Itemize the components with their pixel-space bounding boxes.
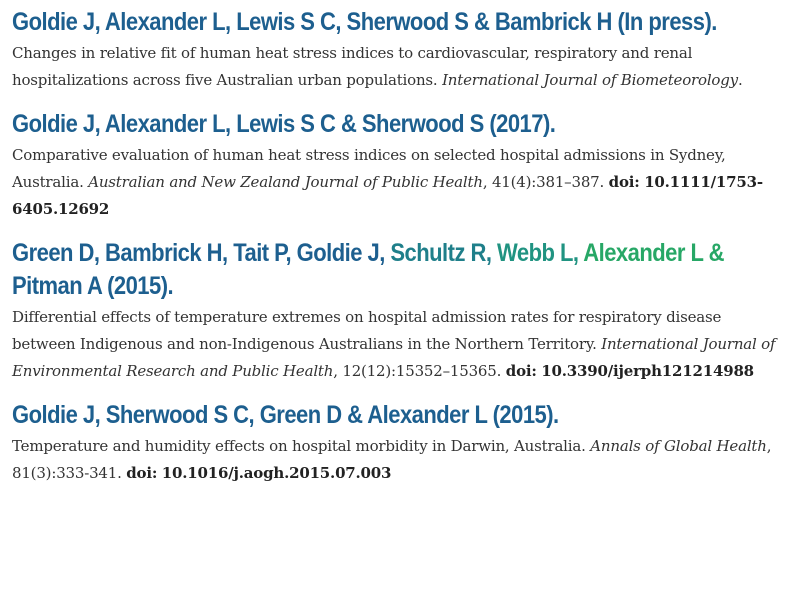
publication-journal: International Journal of Environmental R…	[12, 335, 776, 380]
publication-list: Goldie J, Alexander L, Lewis S C, Sherwo…	[12, 6, 782, 501]
title-segment: Schultz R,	[390, 239, 498, 267]
doi-label: doi:	[126, 464, 158, 482]
publication-entry: Green D, Bambrick H, Tait P, Goldie J, S…	[12, 237, 782, 385]
publication-details: .	[737, 71, 743, 89]
doi-link[interactable]: 10.1111/1753-6405.12692	[12, 173, 763, 218]
publication-description: Differential effects of temperature extr…	[12, 308, 722, 353]
publication-citation: Differential effects of temperature extr…	[12, 304, 782, 385]
doi-label: doi:	[505, 362, 537, 380]
title-segment: Alexander L &	[583, 239, 724, 267]
publication-journal: Annals of Global Health	[590, 437, 767, 455]
doi-label: doi:	[608, 173, 640, 191]
title-segment: Green D, Bambrick H, Tait P, Goldie J,	[12, 239, 391, 267]
publication-title[interactable]: Goldie J, Sherwood S C, Green D & Alexan…	[12, 399, 690, 432]
publication-description: Temperature and humidity effects on hosp…	[12, 437, 586, 455]
publication-citation: Changes in relative fit of human heat st…	[12, 40, 782, 94]
publication-entry: Goldie J, Alexander L, Lewis S C & Sherw…	[12, 108, 782, 223]
publication-details: , 41(4):381–387.	[482, 173, 605, 191]
publication-description: Comparative evaluation of human heat str…	[12, 146, 726, 191]
publication-title[interactable]: Goldie J, Alexander L, Lewis S C & Sherw…	[12, 108, 690, 141]
publication-entry: Goldie J, Alexander L, Lewis S C, Sherwo…	[12, 6, 782, 94]
title-segment: Goldie J, Sherwood S C, Green D & Alexan…	[12, 401, 559, 429]
title-segment: Goldie J, Alexander L, Lewis S C, Sherwo…	[12, 8, 717, 36]
publication-details: , 81(3):333-341.	[12, 437, 772, 482]
publication-title[interactable]: Goldie J, Alexander L, Lewis S C, Sherwo…	[12, 6, 717, 39]
doi-link[interactable]: 10.1016/j.aogh.2015.07.003	[161, 464, 392, 482]
publication-title[interactable]: Green D, Bambrick H, Tait P, Goldie J, S…	[12, 237, 786, 303]
publication-citation: Comparative evaluation of human heat str…	[12, 142, 782, 223]
publication-citation: Temperature and humidity effects on hosp…	[12, 433, 782, 487]
publication-details: , 12(12):15352–15365.	[333, 362, 502, 380]
publication-entry: Goldie J, Sherwood S C, Green D & Alexan…	[12, 399, 782, 487]
doi-link[interactable]: 10.3390/ijerph121214988	[541, 362, 754, 380]
publication-description: Changes in relative fit of human heat st…	[12, 44, 693, 89]
publication-journal: Australian and New Zealand Journal of Pu…	[88, 173, 483, 191]
title-segment: Goldie J, Alexander L, Lewis S C & Sherw…	[12, 110, 556, 138]
title-segment: Webb L,	[497, 239, 584, 267]
publication-journal: International Journal of Biometeorology	[442, 71, 738, 89]
title-segment: Pitman A (2015).	[12, 272, 174, 300]
